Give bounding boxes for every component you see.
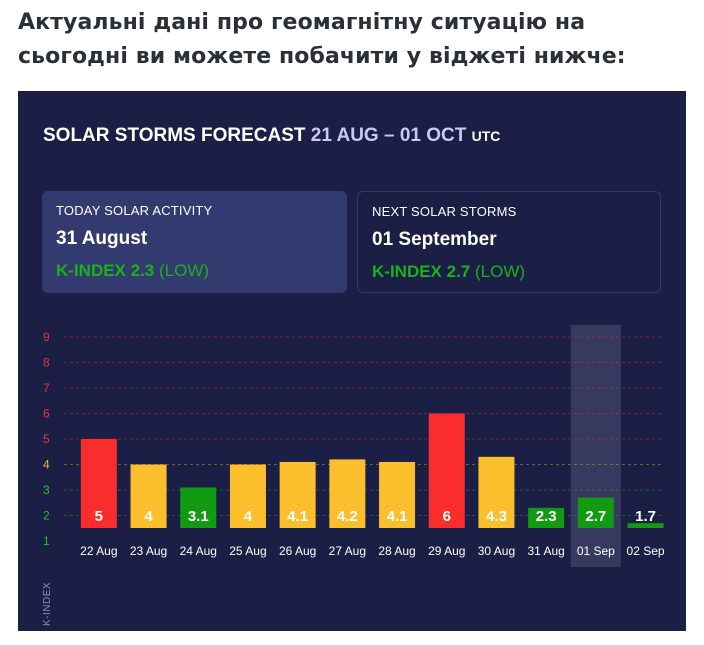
- bar: [180, 487, 217, 528]
- bar-value-label: 4.1: [287, 508, 308, 525]
- bar-value-label: 3.1: [188, 508, 209, 525]
- y-tick-label: 6: [43, 407, 50, 421]
- today-activity-card: TODAY SOLAR ACTIVITY 31 August K-INDEX 2…: [42, 191, 347, 293]
- next-date: 01 September: [372, 229, 497, 250]
- today-kindex-level: (LOW): [158, 261, 210, 280]
- y-tick-label: 4: [43, 458, 50, 472]
- x-tick-label: 22 Aug: [80, 544, 117, 558]
- bar-value-label: 1.7: [635, 508, 656, 525]
- y-tick-label: 3: [43, 483, 50, 497]
- kindex-bar-chart: 1 2 3 4 5 6 7 8 9 5 22 Aug 4 23 Aug 3.1 24 Aug 4 25 Aug 4…: [42, 325, 665, 626]
- x-tick-label: 24 Aug: [180, 544, 217, 558]
- x-tick-label: 25 Aug: [229, 544, 266, 558]
- next-storms-card: NEXT SOLAR STORMS 01 September K-INDEX 2…: [357, 191, 661, 293]
- x-tick-label: 01 Sep: [577, 544, 615, 558]
- x-tick-label: 26 Aug: [279, 544, 316, 558]
- bar-value-label: 2.7: [585, 508, 606, 525]
- bar: [329, 459, 366, 528]
- x-tick-label: 02 Sep: [627, 544, 665, 558]
- bar: [130, 464, 167, 528]
- title-main: SOLAR STORMS FORECAST: [43, 125, 306, 146]
- today-caption: TODAY SOLAR ACTIVITY: [56, 203, 213, 218]
- x-tick-label: 31 Aug: [527, 544, 564, 558]
- bar-value-label: 4: [144, 508, 153, 525]
- today-kindex-value: K-INDEX 2.3: [56, 261, 155, 280]
- intro-text: Актуальні дані про геомагнітну ситуацію …: [18, 10, 626, 69]
- bar-value-label: 5: [95, 508, 103, 525]
- y-tick-label: 7: [43, 381, 50, 395]
- x-tick-label: 28 Aug: [378, 544, 415, 558]
- y-tick-label: 5: [43, 432, 50, 446]
- bar-value-label: 4.1: [387, 508, 408, 525]
- y-tick-label: 9: [43, 330, 50, 344]
- bar-value-label: 2.3: [536, 508, 557, 525]
- next-kindex-value: K-INDEX 2.7: [372, 262, 471, 281]
- title-timezone: UTC: [471, 128, 501, 144]
- x-tick-label: 23 Aug: [130, 544, 167, 558]
- next-caption: NEXT SOLAR STORMS: [372, 204, 517, 219]
- y-tick-label: 1: [43, 534, 50, 548]
- bar: [577, 497, 614, 528]
- y-axis-label: K-INDEX: [42, 582, 53, 626]
- bar: [478, 456, 515, 528]
- solar-storms-widget: SOLAR STORMS FORECAST 21 AUG – 01 OCT UT…: [18, 91, 686, 631]
- bar-value-label: 4.3: [486, 508, 507, 525]
- bar: [379, 461, 416, 528]
- bar-value-label: 4.2: [337, 508, 358, 525]
- bar: [528, 507, 565, 528]
- x-tick-label: 30 Aug: [478, 544, 515, 558]
- widget-title: SOLAR STORMS FORECAST 21 AUG – 01 OCT UT…: [43, 125, 500, 147]
- y-tick-label: 2: [43, 509, 50, 523]
- highlight-column: [570, 325, 621, 567]
- bar: [627, 523, 664, 528]
- next-kindex: K-INDEX 2.7 (LOW): [372, 262, 646, 282]
- bar: [279, 461, 316, 528]
- x-tick-label: 29 Aug: [428, 544, 465, 558]
- x-tick-label: 27 Aug: [329, 544, 366, 558]
- bar: [80, 439, 117, 528]
- bar-value-label: 4: [244, 508, 253, 525]
- bar-value-label: 6: [443, 508, 451, 525]
- today-date: 31 August: [56, 228, 148, 249]
- y-tick-label: 8: [43, 356, 50, 370]
- bar: [229, 464, 266, 528]
- title-date-range: 21 AUG – 01 OCT: [310, 125, 467, 146]
- today-kindex: K-INDEX 2.3 (LOW): [56, 261, 333, 281]
- next-kindex-level: (LOW): [474, 262, 526, 281]
- bar: [428, 413, 465, 528]
